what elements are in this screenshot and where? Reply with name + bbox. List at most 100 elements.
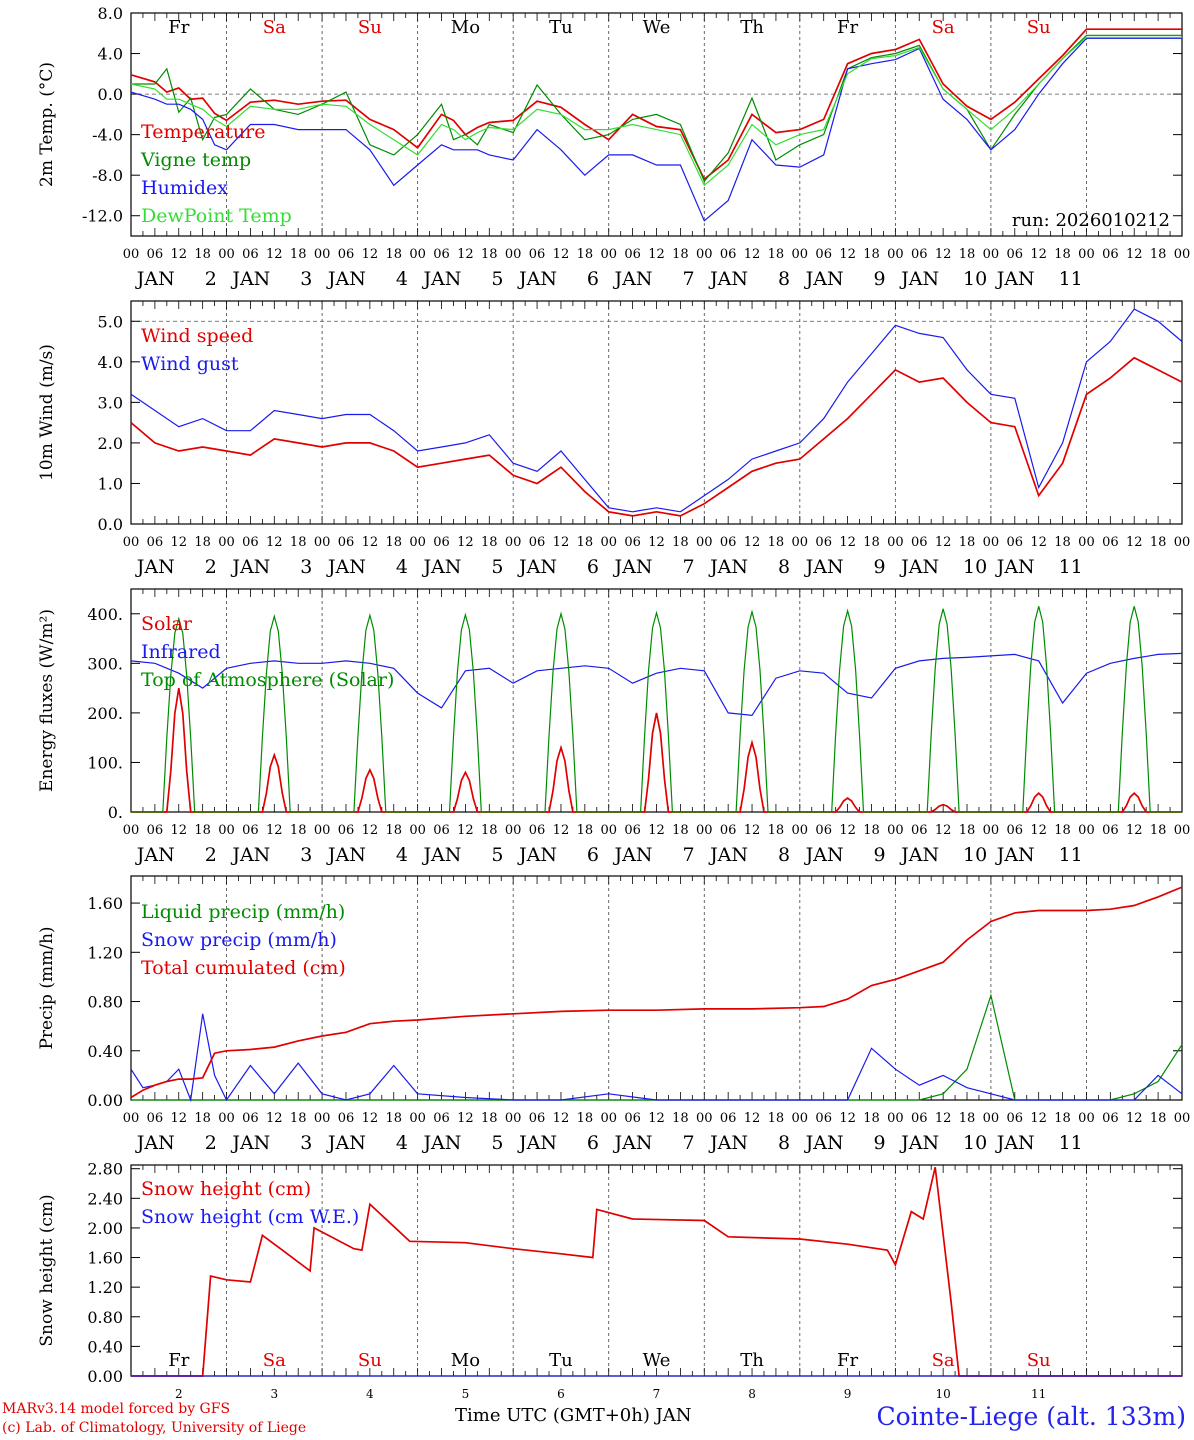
day-number-label: 9 (844, 1387, 852, 1400)
hour-tick-label: 18 (863, 1111, 880, 1126)
hour-tick-label: 12 (553, 535, 570, 550)
y-tick-label: 2.0 (98, 434, 123, 453)
hour-tick-label: 00 (505, 247, 522, 262)
month-label: JAN (613, 1132, 653, 1154)
hour-tick-label: 06 (911, 247, 928, 262)
hour-tick-label: 06 (1007, 1111, 1024, 1126)
legend-entry: Vigne temp (140, 149, 251, 171)
month-label: JAN (804, 1132, 844, 1154)
hour-tick-label: 00 (887, 247, 904, 262)
series-line-wind-speed (130, 356, 1183, 517)
hour-tick-label: 00 (696, 1111, 713, 1126)
day-number-label: 8 (748, 1387, 756, 1400)
hour-tick-label: 12 (170, 247, 187, 262)
hour-tick-label: 00 (792, 535, 809, 550)
weekday-label: Tu (549, 1350, 573, 1371)
day-number-label: 11 (1059, 556, 1083, 578)
weekday-label: Su (358, 1350, 382, 1371)
y-tick-label: 100. (87, 753, 123, 772)
day-number-label: 9 (874, 556, 886, 578)
hour-tick-label: 06 (433, 247, 450, 262)
y-tick-label: 200. (87, 704, 123, 723)
y-axis-label: Energy fluxes (W/m²) (37, 609, 57, 792)
legend-entry: Humidex (141, 177, 228, 199)
y-tick-label: 8.0 (98, 4, 123, 23)
weekday-label: We (643, 17, 671, 38)
hour-tick-label: 18 (672, 535, 689, 550)
day-number-label: 3 (300, 268, 312, 290)
hour-tick-label: 00 (887, 823, 904, 838)
day-number-label: 4 (396, 268, 408, 290)
day-number-label: 4 (396, 1132, 408, 1154)
day-number-label: 3 (270, 1387, 278, 1400)
legend-entry: Liquid precip (mm/h) (141, 901, 345, 923)
weekday-label: Sa (263, 17, 286, 38)
weekday-label: Mo (451, 17, 480, 38)
series-line-wind-gust (130, 308, 1183, 513)
hour-tick-label: 00 (983, 535, 1000, 550)
hour-tick-label: 00 (409, 535, 426, 550)
hour-tick-label: 06 (147, 1111, 164, 1126)
hour-tick-label: 18 (194, 1111, 211, 1126)
day-number-label: 3 (300, 1132, 312, 1154)
series-line-snow-precip-mm-h- (130, 1013, 1183, 1103)
hour-tick-label: 00 (983, 247, 1000, 262)
hour-tick-label: 06 (911, 823, 928, 838)
day-number-label: 4 (396, 844, 408, 866)
weekday-label: Sa (932, 17, 955, 38)
hour-tick-label: 18 (1054, 535, 1071, 550)
hour-tick-label: 12 (839, 535, 856, 550)
hour-tick-label: 06 (338, 1111, 355, 1126)
hour-tick-label: 18 (1150, 535, 1167, 550)
month-label: JAN (899, 1132, 939, 1154)
hour-tick-label: 18 (959, 535, 976, 550)
y-axis-label: 2m Temp. (°C) (37, 62, 57, 187)
hour-tick-label: 06 (624, 247, 641, 262)
hour-tick-label: 00 (505, 1111, 522, 1126)
day-number-label: 6 (587, 1132, 599, 1154)
hour-tick-label: 00 (123, 247, 140, 262)
hour-tick-label: 12 (266, 247, 283, 262)
y-tick-label: 0.40 (87, 1337, 123, 1356)
hour-tick-label: 18 (194, 247, 211, 262)
hour-tick-label: 00 (1174, 1111, 1191, 1126)
hour-tick-label: 12 (362, 1111, 379, 1126)
month-label: JAN (421, 844, 461, 866)
day-number-label: 7 (682, 556, 694, 578)
month-label: JAN (326, 268, 366, 290)
hour-tick-label: 00 (696, 535, 713, 550)
hour-tick-label: 00 (505, 535, 522, 550)
legend-entry: Snow precip (mm/h) (141, 929, 337, 951)
hour-tick-label: 18 (672, 823, 689, 838)
station-label: Cointe-Liege (alt. 133m) (876, 1402, 1186, 1431)
y-tick-label: 4.0 (98, 353, 123, 372)
weekday-label: We (643, 1350, 671, 1371)
day-number-label: 5 (462, 1387, 470, 1400)
day-number-label: 8 (778, 1132, 790, 1154)
series-line-top-of-atmosphere-solar- (131, 606, 1182, 813)
series-line-infrared (130, 652, 1183, 717)
hour-tick-label: 18 (768, 1111, 785, 1126)
y-tick-label: 5.0 (98, 312, 123, 331)
weekday-label: Tu (549, 17, 573, 38)
legend-entry: DewPoint Temp (141, 205, 292, 227)
month-label: JAN (995, 556, 1035, 578)
month-label: JAN (517, 1132, 557, 1154)
hour-tick-label: 00 (409, 1111, 426, 1126)
hour-tick-label: 18 (290, 823, 307, 838)
x-axis-title: Time UTC (GMT+0h) JAN (455, 1405, 692, 1426)
y-tick-label: 2.00 (87, 1219, 123, 1238)
hour-tick-label: 06 (242, 247, 259, 262)
hour-tick-label: 18 (863, 247, 880, 262)
hour-tick-label: 12 (1126, 823, 1143, 838)
day-number-label: 10 (963, 1132, 987, 1154)
hour-tick-label: 00 (1078, 535, 1095, 550)
hour-tick-label: 12 (1126, 247, 1143, 262)
hour-tick-label: 12 (266, 535, 283, 550)
hour-tick-label: 18 (290, 247, 307, 262)
hour-tick-label: 06 (1007, 247, 1024, 262)
hour-tick-label: 06 (242, 535, 259, 550)
month-label: JAN (421, 268, 461, 290)
hour-tick-label: 06 (242, 823, 259, 838)
hour-tick-label: 00 (123, 1111, 140, 1126)
